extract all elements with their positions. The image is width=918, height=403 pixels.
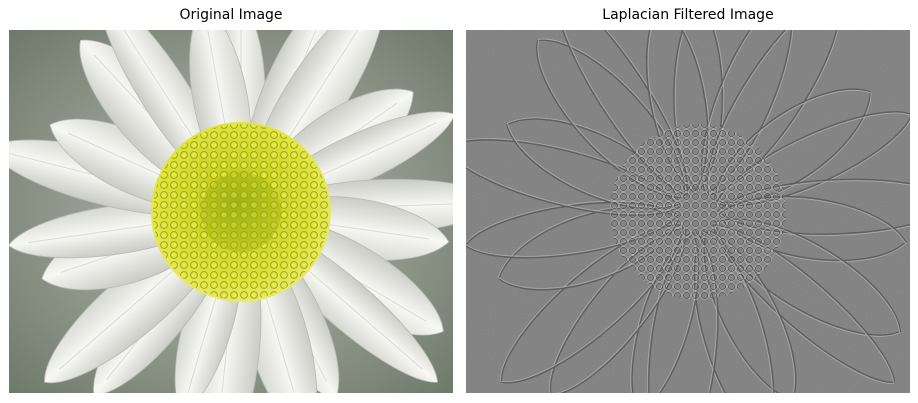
laplacian-image-title: Laplacian Filtered Image <box>602 7 774 23</box>
original-image-title: Original Image <box>179 7 283 23</box>
original-image <box>9 30 453 393</box>
laplacian-filtered-image <box>466 30 910 393</box>
